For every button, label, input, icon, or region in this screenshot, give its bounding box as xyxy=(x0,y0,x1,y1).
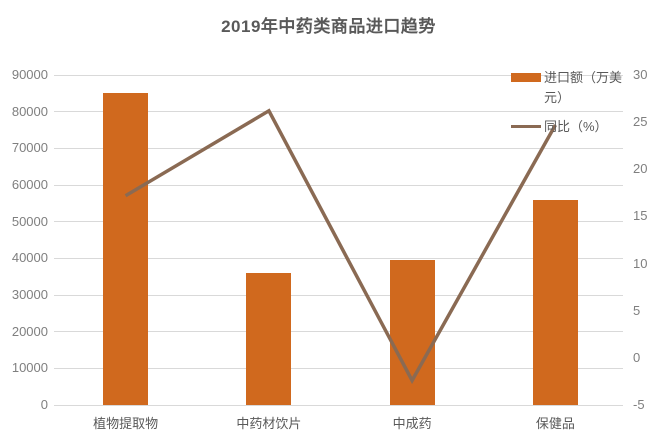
left-axis-tick-label: 60000 xyxy=(11,177,48,192)
right-axis-tick-label: -5 xyxy=(633,397,645,412)
right-axis-tick-label: 20 xyxy=(633,161,648,177)
legend-import-label: 进口额（万美元） xyxy=(544,70,623,105)
right-axis-tick-label: 0 xyxy=(633,349,641,365)
legend-item-yoy: 同比（%） xyxy=(511,117,643,137)
trend-line xyxy=(124,108,557,385)
legend: 进口额（万美元） 同比（%） xyxy=(511,68,643,146)
bar xyxy=(389,260,435,405)
right-axis-tick-label: 10 xyxy=(633,255,648,271)
left-axis-tick-label: 90000 xyxy=(11,67,48,82)
category-label: 保健品 xyxy=(535,416,575,431)
right-axis-tick-label: 25 xyxy=(633,114,648,130)
left-axis-tick-label: 0 xyxy=(40,397,48,412)
bar xyxy=(246,273,292,405)
left-axis-tick-label: 30000 xyxy=(11,287,48,302)
left-axis-tick-label: 80000 xyxy=(11,103,48,119)
right-axis-tick-label: 30 xyxy=(633,67,648,82)
right-axis-tick-label: 15 xyxy=(633,208,648,224)
legend-line-swatch xyxy=(511,125,541,128)
left-axis-tick-label: 40000 xyxy=(11,250,48,266)
right-axis-tick-label: 5 xyxy=(633,302,641,318)
bar xyxy=(103,92,149,405)
left-axis-tick-label: 10000 xyxy=(11,360,48,376)
gridline xyxy=(54,404,623,406)
bar xyxy=(532,199,578,405)
left-axis-tick-label: 20000 xyxy=(11,323,48,339)
category-label: 植物提取物 xyxy=(93,416,159,431)
left-axis-tick-label: 50000 xyxy=(11,213,48,229)
gridline xyxy=(54,74,623,76)
legend-bar-swatch xyxy=(511,73,541,82)
chart-title: 2019年中药类商品进口趋势 xyxy=(221,17,436,36)
legend-yoy-label: 同比（%） xyxy=(544,119,608,134)
category-label: 中药材饮片 xyxy=(236,416,302,431)
left-axis-tick-label: 70000 xyxy=(11,140,48,156)
category-label: 中成药 xyxy=(392,416,432,431)
legend-item-import-value: 进口额（万美元） xyxy=(511,68,643,108)
